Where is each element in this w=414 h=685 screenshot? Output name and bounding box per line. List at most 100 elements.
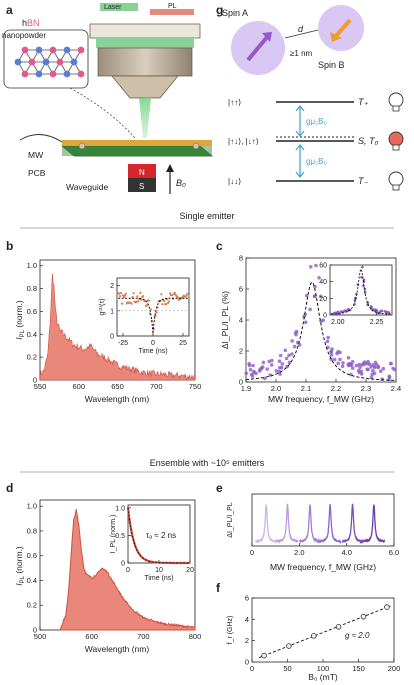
magnet-n: [128, 164, 156, 178]
data-point: [332, 357, 337, 362]
data-point: [274, 369, 279, 373]
inset-data-point: [384, 310, 387, 313]
x-tick-label: 700: [137, 632, 150, 641]
data-point: [340, 364, 345, 369]
data-point: [277, 359, 282, 364]
data-point: [249, 372, 254, 377]
data-point: [329, 357, 333, 362]
x-axis-label: Wavelength (nm): [85, 394, 150, 404]
spin-a-arrow-icon: [246, 34, 270, 62]
inset-data-point: [343, 309, 346, 313]
x-tick-label: 6.0: [389, 548, 399, 557]
hbn-title: hBN: [22, 18, 40, 28]
inset-data-point: [387, 311, 390, 314]
chart-c: 1.9 2.0 2.1 2.2 2.3 2.4 0 2 4 6 8 MW frequency, f_M…: [220, 254, 401, 405]
data-point: [269, 363, 274, 367]
x-tick-label: 550: [34, 382, 47, 391]
x-tick-label: 0: [250, 664, 254, 673]
data-point: [370, 372, 374, 377]
lightbulb-icon: [388, 92, 404, 108]
g2-point: [131, 295, 134, 299]
waveguide-label: Waveguide: [66, 182, 108, 192]
data-point: [350, 359, 355, 364]
g2-point: [186, 292, 189, 295]
y-tick-label: 0: [239, 378, 243, 387]
g2-point: [144, 300, 147, 303]
data-point: [356, 368, 361, 373]
y-tick-label: 0.8: [27, 284, 37, 293]
data-point: [284, 356, 289, 361]
objective-body: [89, 23, 201, 39]
y-tick-label: 0.4: [27, 330, 37, 339]
fit-label: g ≈ 2.0: [345, 631, 370, 640]
arrowhead-icon: [295, 171, 305, 179]
data-point: [257, 369, 262, 373]
x-axis-label: MW frequency, f_MW (GHz): [268, 394, 374, 404]
lattice-atom: [42, 58, 50, 66]
panel-label-a: a: [6, 3, 13, 17]
level-label: S, T₀: [358, 136, 379, 146]
data-point: [314, 263, 318, 268]
y-tick-label: 0.4: [27, 576, 37, 585]
data-point: [366, 367, 370, 372]
data-point: [346, 362, 351, 367]
y-tick-label: 1.0: [115, 505, 125, 512]
data-point: [369, 365, 373, 369]
lattice-atom: [63, 70, 71, 78]
inset-data-point: [370, 305, 373, 309]
g2-point: [139, 291, 142, 294]
pcb-label: PCB: [28, 168, 46, 178]
g2-point: [140, 298, 143, 301]
y-tick-label: 0.6: [27, 307, 37, 316]
x-tick-label: 2.3: [361, 384, 371, 393]
g2-point: [147, 299, 150, 302]
data-point: [260, 365, 265, 369]
data-point: [248, 367, 253, 372]
connector-icon: [78, 142, 86, 150]
data-point: [267, 359, 272, 364]
g2-point: [132, 292, 135, 295]
level-label: T₋: [358, 176, 368, 186]
g2-point: [168, 300, 171, 303]
data-point: [391, 366, 395, 371]
pl-beam-icon: [150, 9, 194, 15]
g2-fit-line: [118, 297, 188, 334]
data-point: [283, 348, 288, 353]
field-arrowhead-icon: [166, 164, 174, 172]
transition-label: gμ₂B₀: [306, 157, 327, 166]
g2-point: [163, 299, 166, 302]
lattice-atom: [77, 70, 85, 78]
chart-d: 500 600 700 800 0 0.2 0.4 0.6 0.8 1.0 Wavelength (…: [14, 499, 201, 654]
x-tick-label: 0: [151, 340, 155, 347]
data-point: [268, 373, 273, 377]
x-tick-label: 2.25: [370, 319, 384, 326]
objective-lens: [97, 47, 193, 77]
y-axis-label: IPL (norm.): [14, 546, 26, 586]
spin-a-arrowhead-icon: [262, 32, 272, 42]
lattice-atom: [35, 46, 43, 54]
y-axis-label: f_r (GHz): [227, 616, 234, 645]
level-label: T₊: [358, 97, 368, 107]
resonance-trace: [298, 504, 322, 545]
x-tick-label: 2.0: [271, 384, 281, 393]
g2-point: [120, 291, 123, 295]
y-tick-label: 6: [239, 285, 243, 294]
x-tick-label: 150: [352, 664, 365, 673]
x-axis-label: B₀ (mT): [308, 672, 338, 682]
x-tick-label: 0: [250, 548, 254, 557]
plot-frame: [329, 264, 393, 316]
x-tick-label: 2.0: [294, 548, 304, 557]
spin-b-label: Spin B: [318, 60, 345, 70]
inset-y-label: I_PL (norm.): [110, 515, 117, 554]
lorentzian-fit: [245, 281, 395, 381]
lightbulb-base-icon: [392, 105, 400, 112]
lightbulb-icon: [388, 131, 404, 147]
magnet-s-label: S: [139, 182, 144, 191]
g2-point: [161, 303, 164, 306]
x-axis-label: MW frequency, f_MW (GHz): [270, 562, 376, 572]
data-point: [309, 265, 313, 269]
linear-fit: [258, 605, 391, 659]
data-point: [329, 353, 334, 357]
section-title-single: Single emitter: [179, 211, 234, 221]
